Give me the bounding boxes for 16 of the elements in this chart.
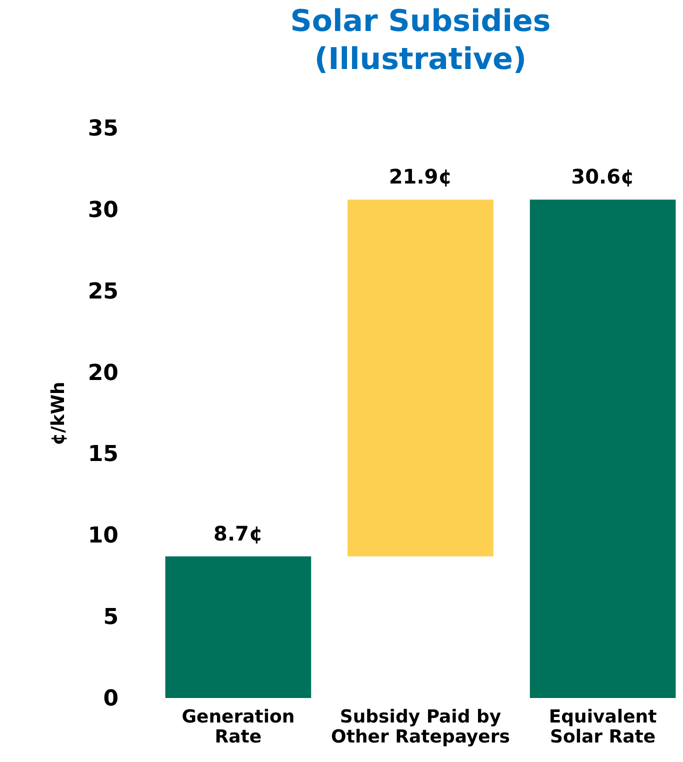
y-tick-label: 15 [88,442,118,468]
y-tick-label: 30 [88,198,118,223]
x-tick-label: Subsidy Paid by Other Ratepayers [331,706,510,748]
data-label: 21.9¢ [388,164,452,189]
y-tick-label: 10 [88,524,118,549]
data-label: 30.6¢ [571,164,634,189]
x-tick-label: Equivalent Solar Rate [548,706,658,748]
y-tick-label: 0 [103,686,118,712]
y-tick-label: 35 [88,116,118,142]
y-axis-title: ¢/kWh [48,382,69,446]
chart-title: Solar Subsidies (Illustrative) [290,4,551,77]
data-label: 8.7¢ [214,521,263,546]
y-tick-label: 25 [88,279,118,304]
y-tick-label: 5 [103,605,118,630]
y-tick-label: 20 [88,360,118,386]
x-tick-label: Generation Rate [182,706,295,748]
